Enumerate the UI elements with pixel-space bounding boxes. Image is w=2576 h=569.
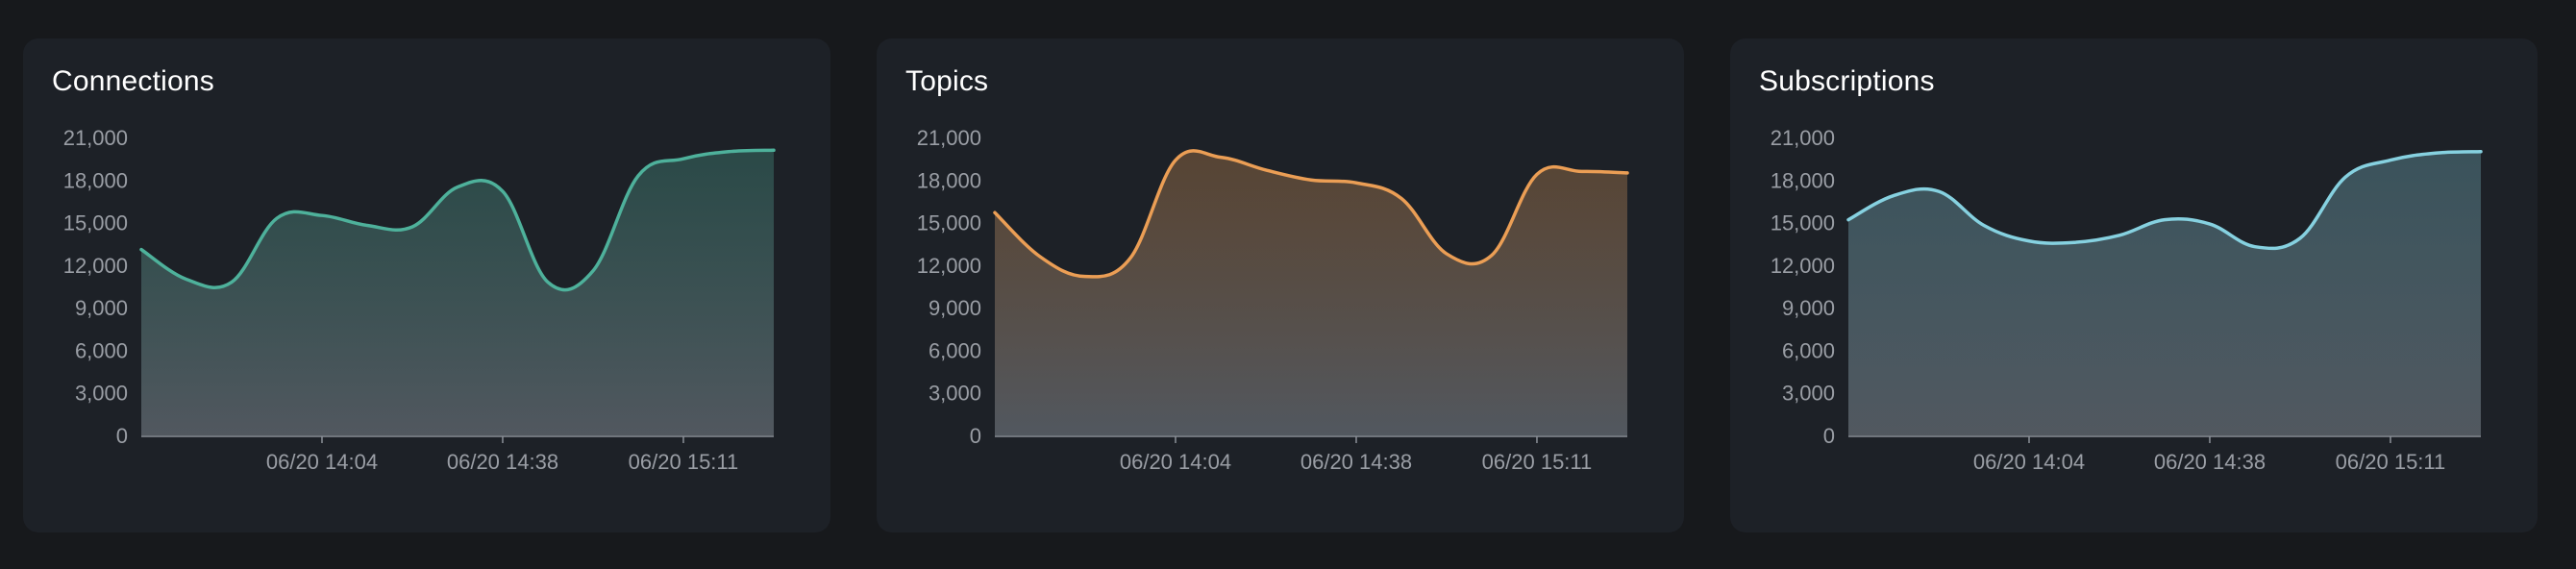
y-tick-label: 0 bbox=[1823, 424, 1835, 448]
y-tick-label: 18,000 bbox=[917, 168, 981, 192]
y-tick-label: 6,000 bbox=[75, 338, 128, 362]
x-tick-label: 06/20 14:04 bbox=[266, 450, 378, 474]
series-line bbox=[1846, 150, 2483, 251]
series-area bbox=[995, 150, 1627, 435]
y-tick-label: 9,000 bbox=[929, 296, 981, 320]
topics-card: Topics 0 3,000 6,000 9,000 12,000 15,000 18,00… bbox=[877, 38, 1684, 532]
y-tick-label: 21,000 bbox=[917, 126, 981, 150]
connections-chart: 0 3,000 6,000 9,000 12,000 15,000 18,000 21,000… bbox=[63, 126, 776, 474]
y-tick-label: 21,000 bbox=[1771, 126, 1835, 150]
y-tick-label: 18,000 bbox=[1771, 168, 1835, 192]
y-tick-label: 12,000 bbox=[63, 254, 128, 278]
subscriptions-chart: 0 3,000 6,000 9,000 12,000 15,000 18,000 21,000… bbox=[1771, 126, 2483, 474]
topics-chart: 0 3,000 6,000 9,000 12,000 15,000 18,000 21,000… bbox=[917, 126, 1629, 474]
y-tick-label: 0 bbox=[116, 424, 128, 448]
x-tick-label: 06/20 14:04 bbox=[1120, 450, 1231, 474]
x-tick-label: 06/20 15:11 bbox=[1482, 450, 1593, 474]
series-area bbox=[141, 150, 774, 435]
y-tick-label: 15,000 bbox=[1771, 211, 1835, 235]
y-tick-label: 15,000 bbox=[63, 211, 128, 235]
x-tick-label: 06/20 14:38 bbox=[2154, 450, 2266, 474]
x-tick-label: 06/20 15:11 bbox=[2336, 450, 2446, 474]
card-title: Topics bbox=[905, 65, 989, 97]
y-tick-label: 15,000 bbox=[917, 211, 981, 235]
x-tick-label: 06/20 14:38 bbox=[447, 450, 558, 474]
card-title: Connections bbox=[52, 65, 214, 97]
y-tick-label: 9,000 bbox=[1782, 296, 1835, 320]
y-tick-label: 6,000 bbox=[1782, 338, 1835, 362]
y-tick-label: 3,000 bbox=[1782, 382, 1835, 406]
x-tick-label: 06/20 15:11 bbox=[629, 450, 739, 474]
series-line bbox=[993, 149, 1629, 279]
series-area bbox=[1848, 151, 2481, 435]
series-line bbox=[139, 148, 776, 292]
y-tick-label: 21,000 bbox=[63, 126, 128, 150]
connections-card: Connections 0 3,000 6,000 9,000 12,000 15,000… bbox=[23, 38, 830, 532]
y-tick-label: 3,000 bbox=[75, 382, 128, 406]
card-title: Subscriptions bbox=[1759, 65, 1935, 97]
x-tick-label: 06/20 14:04 bbox=[1973, 450, 2085, 474]
y-tick-label: 6,000 bbox=[929, 338, 981, 362]
subscriptions-card: Subscriptions 0 3,000 6,000 9,000 12,000 15,0… bbox=[1730, 38, 2538, 532]
y-tick-label: 12,000 bbox=[917, 254, 981, 278]
y-tick-label: 12,000 bbox=[1771, 254, 1835, 278]
y-tick-label: 0 bbox=[970, 424, 981, 448]
y-tick-label: 9,000 bbox=[75, 296, 128, 320]
y-tick-label: 3,000 bbox=[929, 382, 981, 406]
x-tick-label: 06/20 14:38 bbox=[1300, 450, 1412, 474]
y-tick-label: 18,000 bbox=[63, 168, 128, 192]
